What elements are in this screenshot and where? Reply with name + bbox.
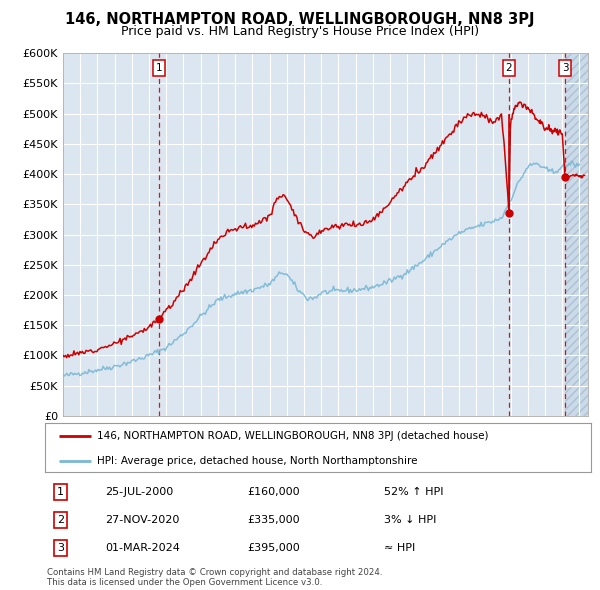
Text: HPI: Average price, detached house, North Northamptonshire: HPI: Average price, detached house, Nort… bbox=[97, 456, 418, 466]
Text: 1: 1 bbox=[155, 63, 162, 73]
Text: 01-MAR-2024: 01-MAR-2024 bbox=[105, 543, 180, 553]
Text: Contains HM Land Registry data © Crown copyright and database right 2024.: Contains HM Land Registry data © Crown c… bbox=[47, 568, 382, 576]
Text: 146, NORTHAMPTON ROAD, WELLINGBOROUGH, NN8 3PJ (detached house): 146, NORTHAMPTON ROAD, WELLINGBOROUGH, N… bbox=[97, 431, 488, 441]
Text: 146, NORTHAMPTON ROAD, WELLINGBOROUGH, NN8 3PJ: 146, NORTHAMPTON ROAD, WELLINGBOROUGH, N… bbox=[65, 12, 535, 27]
Text: ≈ HPI: ≈ HPI bbox=[383, 543, 415, 553]
Text: 3% ↓ HPI: 3% ↓ HPI bbox=[383, 515, 436, 525]
Text: 2: 2 bbox=[57, 515, 64, 525]
Text: 2: 2 bbox=[506, 63, 512, 73]
Text: 3: 3 bbox=[562, 63, 568, 73]
Bar bbox=[565, 53, 588, 416]
Text: Price paid vs. HM Land Registry's House Price Index (HPI): Price paid vs. HM Land Registry's House … bbox=[121, 25, 479, 38]
Text: 25-JUL-2000: 25-JUL-2000 bbox=[105, 487, 173, 497]
Text: £335,000: £335,000 bbox=[247, 515, 299, 525]
Text: 1: 1 bbox=[57, 487, 64, 497]
Text: £160,000: £160,000 bbox=[247, 487, 299, 497]
Text: 52% ↑ HPI: 52% ↑ HPI bbox=[383, 487, 443, 497]
Text: This data is licensed under the Open Government Licence v3.0.: This data is licensed under the Open Gov… bbox=[47, 578, 322, 587]
Text: £395,000: £395,000 bbox=[247, 543, 300, 553]
Text: 3: 3 bbox=[57, 543, 64, 553]
Text: 27-NOV-2020: 27-NOV-2020 bbox=[105, 515, 179, 525]
